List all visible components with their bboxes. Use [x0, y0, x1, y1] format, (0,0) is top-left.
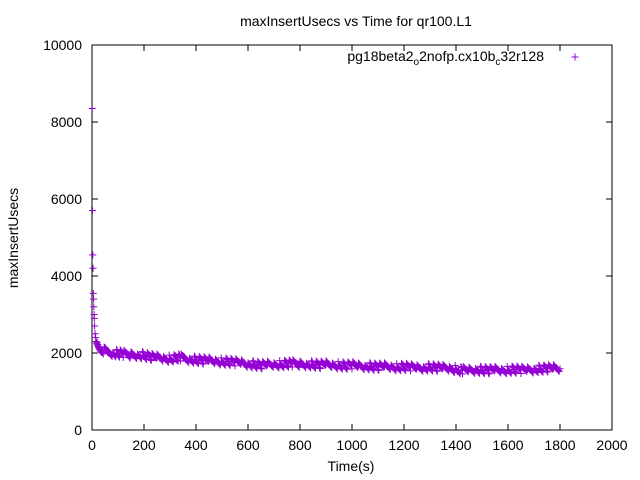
- data-point: [90, 303, 98, 311]
- data-point: [316, 364, 324, 372]
- data-point: [401, 366, 409, 374]
- data-point: [90, 314, 98, 322]
- y-tick-label: 8000: [51, 114, 82, 130]
- data-point: [199, 359, 206, 367]
- data-point: [92, 334, 100, 342]
- data-point: [407, 367, 414, 375]
- data-point: [115, 352, 123, 360]
- data-point: [231, 362, 239, 370]
- data-point: [294, 362, 302, 370]
- x-tick-label: 1800: [544, 437, 575, 453]
- data-points: [88, 105, 564, 378]
- data-point: [142, 354, 150, 362]
- y-tick-label: 10000: [43, 37, 82, 53]
- data-point: [537, 367, 545, 375]
- axes: 0 200 400 600 800 1000 1200 1400 1600 1800 2000 0 20…: [43, 37, 628, 453]
- legend-label-part: o: [414, 57, 420, 68]
- legend-label-part: pg18beta2: [347, 48, 413, 64]
- x-tick-label: 0: [88, 437, 96, 453]
- data-point: [342, 364, 350, 372]
- y-tick-label: 2000: [51, 345, 82, 361]
- data-point: [284, 362, 292, 370]
- y-tick-label: 4000: [51, 268, 82, 284]
- data-point: [98, 349, 106, 357]
- x-tick-label: 1600: [492, 437, 523, 453]
- data-point: [544, 368, 552, 376]
- data-point: [176, 357, 184, 365]
- data-point: [375, 366, 383, 374]
- data-point: [288, 363, 296, 371]
- legend-label-part: 32r128: [500, 48, 544, 64]
- data-point: [517, 370, 525, 378]
- data-point: [555, 367, 563, 375]
- data-point: [147, 357, 155, 365]
- data-point: [374, 366, 382, 374]
- data-point: [342, 364, 349, 372]
- data-point: [485, 369, 492, 377]
- x-axis-label: Time(s): [328, 458, 375, 474]
- x-tick-label: 1000: [336, 437, 367, 453]
- data-point: [138, 348, 146, 356]
- data-point: [485, 370, 493, 378]
- x-tick-label: 600: [236, 437, 260, 453]
- data-point: [433, 367, 441, 375]
- data-point: [225, 361, 233, 369]
- data-point: [91, 330, 99, 338]
- data-point: [316, 364, 323, 372]
- x-tick-label: 1200: [388, 437, 419, 453]
- legend: pg18beta2o2nofp.cx10bc32r128: [347, 48, 579, 68]
- data-point: [455, 369, 463, 377]
- data-band: [93, 339, 563, 378]
- data-point: [554, 366, 562, 374]
- legend-label: pg18beta2o2nofp.cx10bc32r128: [347, 48, 544, 68]
- data-point: [433, 366, 440, 374]
- data-point: [88, 105, 96, 113]
- data-point: [125, 353, 133, 361]
- data-point: [173, 356, 180, 364]
- data-point: [89, 251, 97, 259]
- legend-marker: [571, 53, 579, 61]
- data-point: [147, 356, 154, 364]
- data-point: [171, 351, 179, 359]
- chart-title: maxInsertUsecs vs Time for qr100.L1: [240, 13, 472, 29]
- data-point: [89, 264, 97, 272]
- data-point: [89, 207, 97, 215]
- x-tick-label: 400: [184, 437, 208, 453]
- data-point: [295, 363, 303, 371]
- y-tick-label: 0: [74, 422, 82, 438]
- data-point: [459, 370, 466, 378]
- legend-marker-plus: [571, 53, 579, 61]
- data-point: [249, 357, 257, 365]
- data-point: [199, 360, 207, 368]
- legend-label-part: c: [495, 57, 500, 68]
- data-point: [257, 364, 265, 372]
- x-tick-label: 1400: [440, 437, 471, 453]
- data-point: [119, 353, 127, 361]
- data-point: [126, 354, 134, 362]
- data-point: [283, 362, 291, 370]
- data-point: [99, 350, 107, 358]
- data-point: [348, 365, 356, 373]
- data-point: [543, 367, 551, 375]
- data-point: [252, 363, 260, 371]
- y-axis-label: maxInsertUsecs: [5, 188, 21, 288]
- x-tick-label: 800: [288, 437, 312, 453]
- data-point: [258, 365, 266, 373]
- x-tick-label: 2000: [596, 437, 627, 453]
- x-tick-label: 200: [132, 437, 156, 453]
- data-point: [451, 361, 459, 369]
- data-point: [137, 354, 145, 362]
- y-tick-label: 6000: [51, 191, 82, 207]
- legend-label-part: 2nofp.cx10b: [419, 48, 495, 64]
- data-point: [511, 368, 519, 376]
- data-point: [91, 322, 99, 330]
- data-point: [90, 295, 98, 303]
